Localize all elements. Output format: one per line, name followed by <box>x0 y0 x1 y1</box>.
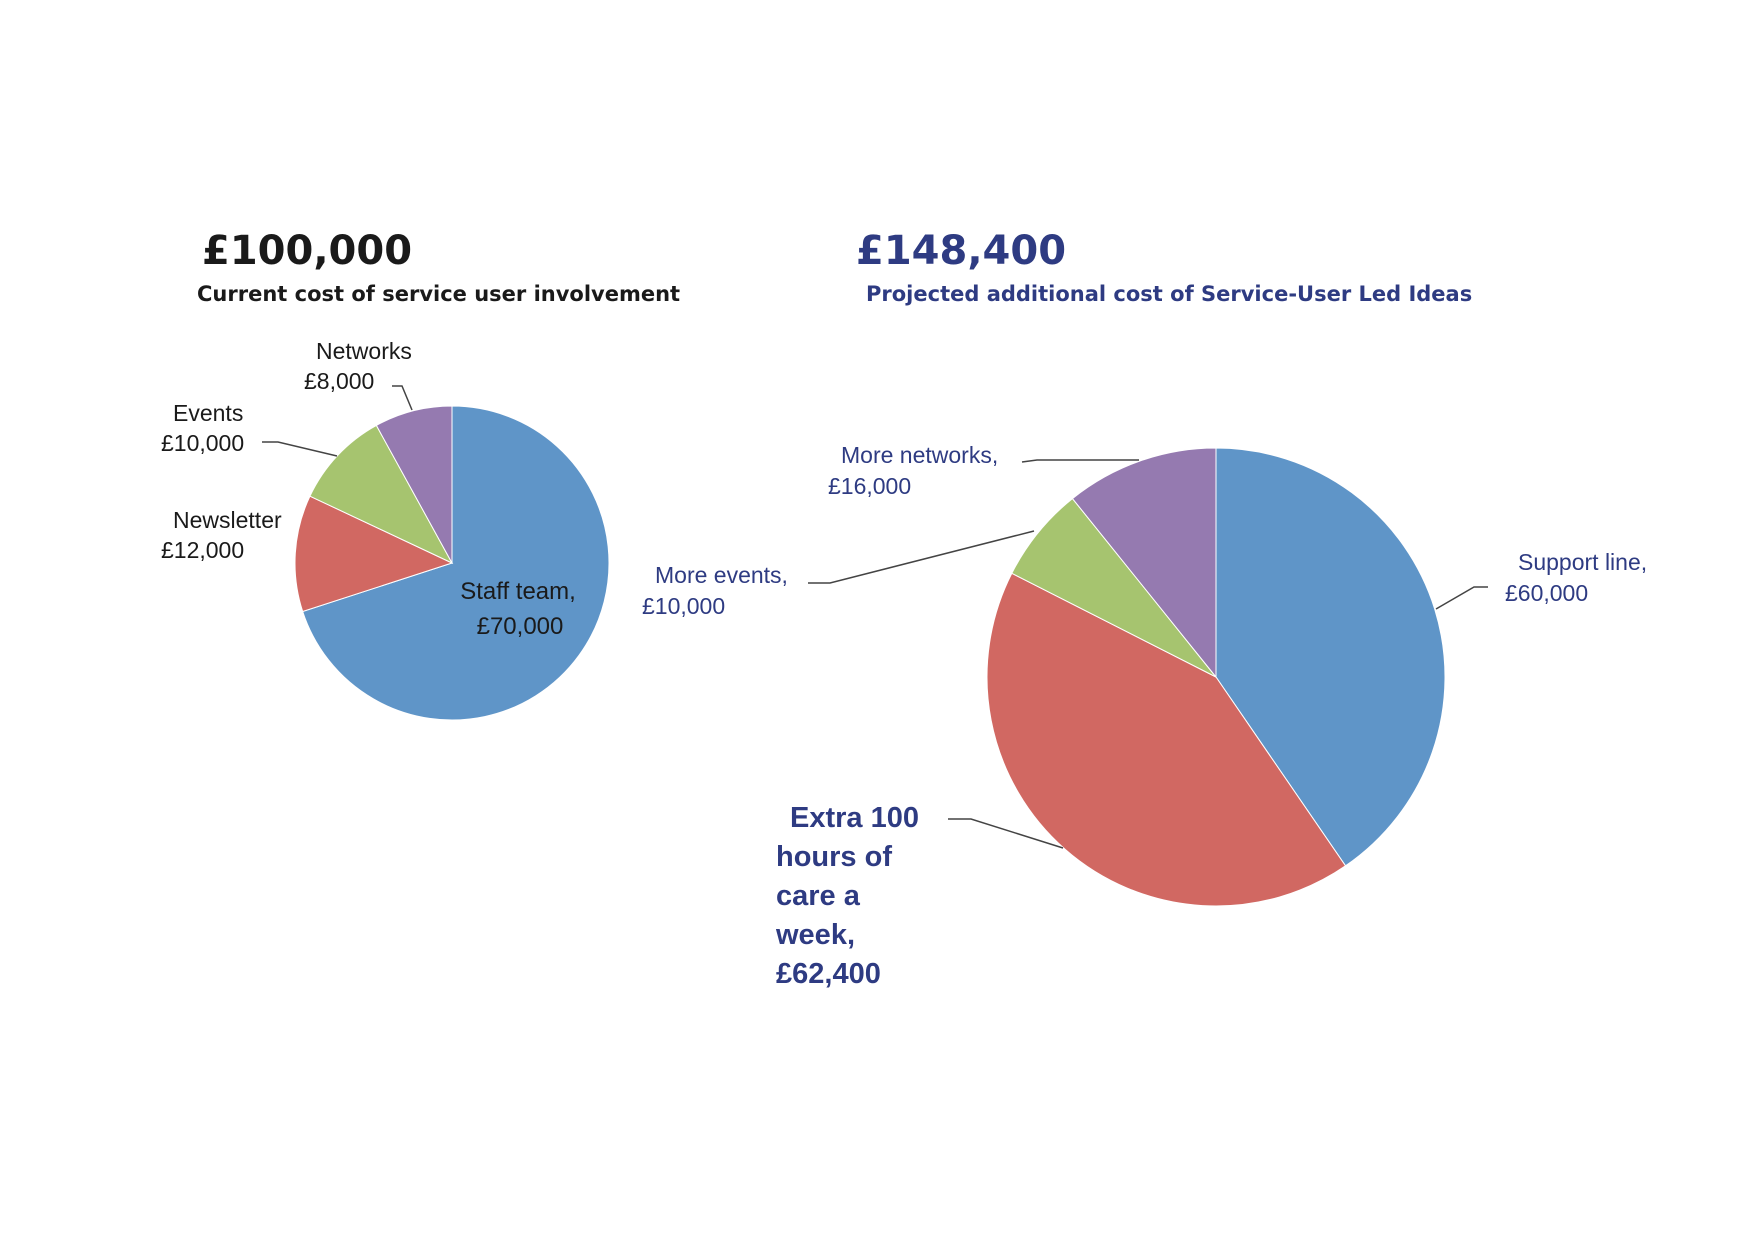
label-staff-team: Staff team, <box>460 578 576 605</box>
label-more-networks: More networks, <box>841 442 998 468</box>
label-staff-team-amount: £70,000 <box>477 613 564 640</box>
chart1-total: £100,000 <box>202 228 413 274</box>
label-events-amount: £10,000 <box>161 430 244 456</box>
chart2-slice-4 <box>1071 447 1217 679</box>
label-more-networks-amount: £16,000 <box>828 473 911 499</box>
label-more-events: More events, <box>655 562 788 588</box>
leader-networks <box>392 385 413 411</box>
chart2-title: Projected additional cost of Service-Use… <box>866 282 1473 306</box>
label-extra-care-line-4: week, <box>775 919 855 951</box>
chart1-slice-3 <box>309 424 454 565</box>
label-newsletter-amount: £12,000 <box>161 537 244 563</box>
label-support-line-amount: £60,000 <box>1505 580 1588 606</box>
label-networks-amount: £8,000 <box>304 368 374 394</box>
chart1-slice-1 <box>302 405 610 721</box>
chart2-total: £148,400 <box>856 228 1067 274</box>
label-support-line: Support line, <box>1518 549 1647 575</box>
chart1-slice-4 <box>375 405 453 564</box>
chart1-slice-2 <box>294 495 454 613</box>
label-networks: Networks <box>316 338 412 364</box>
leader-more-events <box>808 530 1035 584</box>
label-newsletter: Newsletter <box>173 507 282 533</box>
label-extra-care-line-5: £62,400 <box>776 958 881 990</box>
chart2-pie <box>986 447 1446 907</box>
label-events: Events <box>173 400 243 426</box>
label-extra-care-line-1: Extra 100 <box>790 802 919 834</box>
chart2-slice-2 <box>986 572 1347 907</box>
chart2-slice-1 <box>1215 447 1446 867</box>
chart1-title: Current cost of service user involvement <box>197 282 681 306</box>
leader-events <box>262 441 338 457</box>
leader-support-line <box>1435 586 1488 610</box>
label-more-events-amount: £10,000 <box>642 593 725 619</box>
label-extra-care-line-2: hours of <box>776 841 892 873</box>
label-extra-care: Extra 100 hours of care a week, £62,400 <box>775 802 919 990</box>
chart1-pie <box>294 405 610 721</box>
leader-more-networks <box>1021 459 1139 463</box>
label-extra-care-line-3: care a <box>776 880 861 912</box>
leader-extra-care <box>948 818 1064 849</box>
